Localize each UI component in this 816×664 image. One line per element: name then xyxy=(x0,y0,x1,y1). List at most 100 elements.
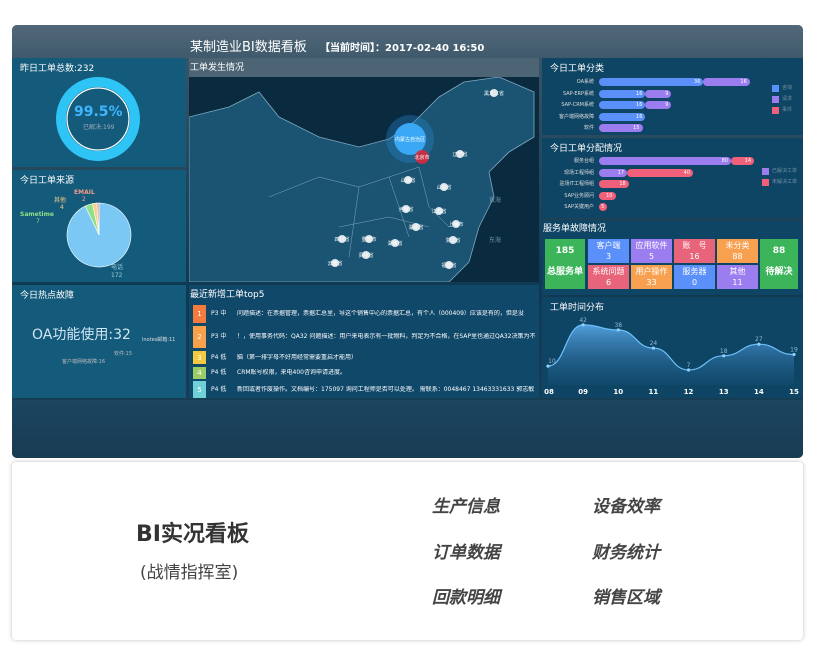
value-phone: 172 xyxy=(111,272,123,279)
fault-category-cell[interactable]: 服务器 0 xyxy=(674,265,715,289)
x-tick-label: 15 xyxy=(789,388,799,396)
top5-row[interactable]: 4 P4 低 CRM账号权限，来电400咨询申请进度。 xyxy=(193,367,538,379)
dashboard-screenshot: 某制造业BI数据看板 【当前时间】：2017-02-40 16:50 昨日工单总… xyxy=(12,25,803,458)
legend-email: EMAIL xyxy=(74,189,95,196)
fault-category-cell[interactable]: 客户端 3 xyxy=(588,239,629,263)
x-tick-label: 12 xyxy=(684,388,694,396)
priority-level: P3 中 xyxy=(211,333,227,340)
bar-segment[interactable]: 9 xyxy=(645,101,672,109)
bar-segment[interactable]: 10 xyxy=(599,191,616,200)
bar-segment[interactable]: 16 xyxy=(703,78,750,86)
value-other: 4 xyxy=(60,204,64,211)
fault-category-cell[interactable]: 应用软件 5 xyxy=(631,239,672,263)
pending-orders[interactable]: 88 待解决 xyxy=(760,239,798,289)
top5-panel: 最近新增工单top5 1 P3 中 问题描述：在票据管理，票据汇总里，导这个销售中心… xyxy=(189,285,539,398)
cell-value: 16 xyxy=(689,252,700,261)
bar-segment[interactable]: 14 xyxy=(731,157,755,165)
fault-category-cell[interactable]: 用户操作 33 xyxy=(631,265,672,289)
panel-title: 昨日工单总数:232 xyxy=(20,64,95,74)
data-point xyxy=(581,323,585,327)
map-label: 内蒙古自治区 xyxy=(395,136,425,143)
legend-label: 事件 xyxy=(782,107,793,113)
cell-value: 0 xyxy=(691,278,698,287)
value-sametime: 7 xyxy=(36,218,40,225)
fault-category-cell[interactable]: 其他 11 xyxy=(717,265,758,289)
bar-segment[interactable]: 80 xyxy=(599,157,731,165)
cell-label: 系统问题 xyxy=(592,267,625,276)
source-pie-chart xyxy=(66,202,132,268)
legend-label: 请求 xyxy=(782,96,793,102)
category-panel: 今日工单分类 OA系统 36 16 SAP-ERP系统 16 9 SAP-CRM系统 16 9 客… xyxy=(542,58,803,135)
cell-value: 33 xyxy=(646,278,657,287)
bar-segment[interactable]: 16 xyxy=(599,89,646,98)
bar-label: 软件 xyxy=(583,125,594,131)
data-label: 38 xyxy=(614,322,622,329)
panel-title: 今日热点故障 xyxy=(20,291,75,301)
total-orders[interactable]: 185 总服务单 xyxy=(545,239,585,289)
legend-swatch xyxy=(772,96,779,103)
progress-ring xyxy=(56,77,140,161)
x-tick-label: 10 xyxy=(613,388,623,396)
word-lnotes: lnotes邮箱:11 xyxy=(142,337,176,343)
map-point xyxy=(331,259,339,267)
bar-segment[interactable]: 15 xyxy=(599,124,643,132)
cell-label: 客户端 xyxy=(596,241,621,250)
map-point xyxy=(362,251,370,259)
issue-text: 问题描述：在票据管理，票据汇总里，导这个销售中心的票据汇总，有个人（000409… xyxy=(237,310,524,317)
fault-category-cell[interactable]: 未分类 88 xyxy=(717,239,758,263)
panel-title: 工单发生情况 xyxy=(190,63,245,73)
feature-sales-region: 销售区域 xyxy=(592,588,660,608)
map-label: 山东省 xyxy=(436,184,451,191)
current-time: 【当前时间】：2017-02-40 16:50 xyxy=(320,43,485,54)
bar-label: OA系统 xyxy=(576,79,594,85)
map-point xyxy=(490,89,498,97)
top5-row[interactable]: 3 P4 低 脑（第一排字母不好用经常需要重启才能用） xyxy=(193,351,538,364)
card-subtitle: (战情指挥室) xyxy=(140,563,239,583)
rank-badge: 3 xyxy=(193,351,206,364)
data-label: 42 xyxy=(579,317,587,324)
map-label: 湖北省 xyxy=(408,224,423,231)
pending-label: 待解决 xyxy=(765,267,793,277)
legend-label: 咨询 xyxy=(782,85,793,91)
word-software: 软件:15 xyxy=(114,351,133,357)
bar-segment[interactable]: 36 xyxy=(599,78,704,86)
data-label: 24 xyxy=(650,340,658,347)
map-point xyxy=(404,176,412,184)
cell-label: 其他 xyxy=(729,267,746,276)
bar-label: SAP-CRM系统 xyxy=(561,102,594,108)
data-point xyxy=(546,364,550,368)
dashboard-footer xyxy=(12,400,803,458)
bar-segment[interactable]: 40 xyxy=(627,168,694,177)
top5-row[interactable]: 5 P4 低 新回或者作废操作。文档编号：175097 询问工程师是否可以处理。 需… xyxy=(193,381,538,398)
bar-segment[interactable]: 16 xyxy=(599,112,646,121)
bar-segment[interactable]: 18 xyxy=(599,180,629,188)
cell-label: 应用软件 xyxy=(635,241,668,250)
issue-text: 脑（第一排字母不好用经常需要重启才能用） xyxy=(237,353,358,361)
fault-category-cell[interactable]: 系统问题 6 xyxy=(588,265,629,289)
legend-swatch xyxy=(772,85,779,92)
cell-value: 5 xyxy=(648,252,655,261)
source-panel: 今日工单来源 EMAIL 2 其他 4 Sametime 7 电话 172 xyxy=(12,170,186,282)
fault-category-cell[interactable]: 账 号 16 xyxy=(674,239,715,263)
bar-segment[interactable]: 5 xyxy=(599,203,608,211)
pie-slice-3 xyxy=(96,202,100,236)
legend-sametime: Sametime xyxy=(20,211,54,218)
bar-segment[interactable]: 16 xyxy=(599,101,646,109)
feature-payments: 回款明细 xyxy=(432,588,500,608)
assign-panel: 今日工单分配情况 服务台组 80 14 现场工程师组 17 40 驻场IT工程师组 18 SAP… xyxy=(542,138,803,218)
data-label: 27 xyxy=(755,336,763,343)
map-point xyxy=(412,223,420,231)
cell-value: 3 xyxy=(605,252,612,261)
bar-segment[interactable]: 17 xyxy=(599,168,628,177)
panel-title: 今日工单分类 xyxy=(550,64,605,74)
bar-label: SAP关键用户 xyxy=(564,204,594,210)
priority-level: P4 低 xyxy=(211,369,227,376)
map-point xyxy=(391,239,399,247)
priority-level: P4 低 xyxy=(211,385,227,393)
top5-row[interactable]: 2 P3 中 ！，使用事务代码：QA32 问题描述：用户来电表示有一批物料，判定为不… xyxy=(193,326,538,348)
top5-row[interactable]: 1 P3 中 问题描述：在票据管理，票据汇总里，导这个销售中心的票据汇总，有个人（0… xyxy=(193,305,538,323)
bar-segment[interactable]: 9 xyxy=(645,89,672,98)
total-label: 总服务单 xyxy=(546,267,583,277)
cell-label: 未分类 xyxy=(725,241,750,250)
chart-title: 工单时间分布 xyxy=(550,303,605,313)
